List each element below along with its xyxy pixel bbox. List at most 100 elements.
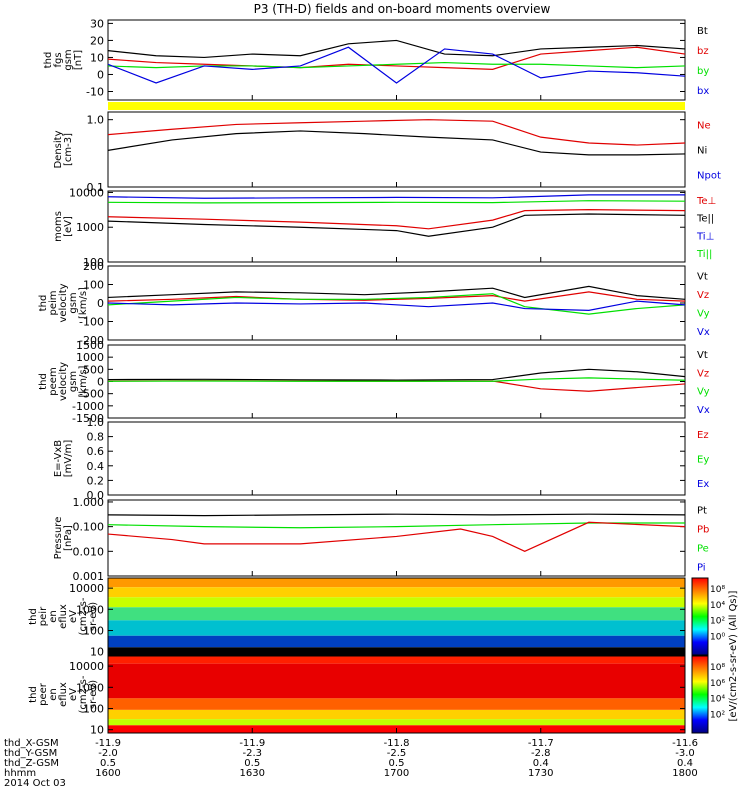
spectrogram-band xyxy=(108,635,685,648)
y-tick-label: 0.001 xyxy=(73,570,105,583)
x-tick-label: 0.4 xyxy=(533,758,549,769)
y-tick-label: 10000 xyxy=(69,660,104,673)
x-tick-label: -2.5 xyxy=(387,748,407,759)
x-tick-label: 1800 xyxy=(672,768,697,779)
series-line-vy xyxy=(107,377,686,382)
spectrogram-band xyxy=(108,578,685,588)
colorbar-tick-label: 10² xyxy=(710,617,725,627)
legend-entry: by xyxy=(697,66,709,77)
series-line-ne xyxy=(107,119,686,146)
legend-entry: Vt xyxy=(697,350,708,361)
figure-title: P3 (TH-D) fields and on-board moments ov… xyxy=(254,2,551,16)
x-row-label: thd_Z-GSM xyxy=(4,758,59,769)
panel-2: 1.0 0.1 Density [cm-3] Ne Ni Npot xyxy=(53,111,721,194)
y-axis-label: fgs xyxy=(53,52,64,67)
x-row-label: thd_X-GSM xyxy=(4,738,59,749)
legend-entry: Ex xyxy=(697,479,709,490)
spectrogram-band xyxy=(108,656,685,664)
series-line-pt xyxy=(107,513,686,517)
y-axis-label: eV xyxy=(68,610,79,623)
y-axis-label: peem xyxy=(48,367,59,395)
y-tick-label: 1.0 xyxy=(87,114,105,127)
y-tick-label: 1000 xyxy=(76,351,104,364)
panel-1: 30 20 10 0 -10 thd fgs gsm [nT] Bt bz by bx xyxy=(43,17,709,101)
x-tick-label: 0.5 xyxy=(244,758,260,769)
y-tick-label: -1000 xyxy=(72,400,104,413)
legend-entry: Te|| xyxy=(696,214,714,225)
legend-entry: Vx xyxy=(697,327,710,338)
x-row-label: 2014 Oct 03 xyxy=(4,778,66,789)
y-axis-label: thd xyxy=(28,608,39,625)
series-line-vx xyxy=(107,300,686,312)
y-axis-label: sr-eV) xyxy=(88,680,99,709)
legend-entry: Vz xyxy=(697,368,709,379)
spectrogram-band xyxy=(108,709,685,720)
x-tick-label: 1600 xyxy=(95,768,120,779)
x-row-label: hhmm xyxy=(4,768,36,779)
colorbar-tick-label: 10⁶ xyxy=(710,679,725,689)
x-row-label: thd_Y-GSM xyxy=(4,748,57,759)
colorbar-tick-label: 10⁴ xyxy=(710,695,725,705)
y-tick-label: 0.1 xyxy=(87,181,105,194)
spectrogram-band xyxy=(108,607,685,621)
panel-7: 1.000 0.100 0.010 0.001 Pressure [nPa] Pt Pb Pe P… xyxy=(53,496,709,583)
y-axis-label: eflux xyxy=(58,682,69,707)
series-line-vt xyxy=(107,285,686,300)
colorbar-tick-label: 10⁸ xyxy=(710,585,725,595)
y-tick-label: 100 xyxy=(83,703,104,716)
y-tick-label: 1000 xyxy=(76,221,104,234)
y-tick-label: 0.6 xyxy=(87,445,105,458)
series-line-bz xyxy=(107,46,686,70)
y-axis-label: (cm2-s- xyxy=(78,675,89,713)
y-tick-label: 1000 xyxy=(76,681,104,694)
series-line-pb xyxy=(107,521,686,552)
x-tick-label: 1630 xyxy=(240,768,265,779)
y-axis-label: Density xyxy=(53,130,64,168)
legend-entry: Bt xyxy=(697,26,708,37)
panel-6: 1.0 0.80.6 0.40.2 0.0 E=-VxB [mV/m] Ez Ey Ex xyxy=(53,416,709,502)
legend-entry: Pe xyxy=(697,544,709,555)
y-axis-label: velocity xyxy=(58,283,69,322)
y-tick-label: 0.2 xyxy=(87,474,105,487)
y-tick-label: 1000 xyxy=(76,603,104,616)
y-axis-label: eflux xyxy=(58,604,69,629)
y-tick-label: 10000 xyxy=(69,582,104,595)
y-axis-label: [cm-3] xyxy=(63,133,74,166)
panel-frame xyxy=(107,499,686,577)
colorbar-group: 10⁸ 10⁴ 10² 10⁰ 10⁸ 10⁶ 10⁴ 10² [eV/(cm2-s-sr-eV… xyxy=(691,577,739,734)
y-axis-label: [eV] xyxy=(63,216,74,237)
legend-entry: Ni xyxy=(697,146,707,157)
panel-frame xyxy=(107,19,686,101)
y-axis-label: Pressure xyxy=(53,517,64,560)
panel-4: 200 100 0 -100 -200 thd peim velocity gsm [km/s] V… xyxy=(38,260,710,347)
y-tick-label: 200 xyxy=(83,260,104,273)
x-tick-label: -2.0 xyxy=(98,748,118,759)
y-tick-label: 0.010 xyxy=(73,545,105,558)
spectrogram-band xyxy=(108,719,685,726)
y-axis-label: (cm2-s- xyxy=(78,597,89,635)
y-tick-label: 1500 xyxy=(76,339,104,352)
legend-entry: Vy xyxy=(697,308,710,319)
panel-8: 10000 1000 100 10 thd peir en eflux eV (cm2-s-sr-… xyxy=(28,577,686,659)
series-line-te⊥ xyxy=(107,209,686,230)
spectrogram-band xyxy=(108,698,685,710)
y-axis-label: [nT] xyxy=(73,50,84,70)
y-axis-label: thd xyxy=(43,52,54,69)
series-line-ni xyxy=(107,130,686,156)
series-line-te|| xyxy=(107,213,686,237)
colorbar-tick-label: 10⁴ xyxy=(710,601,725,611)
x-tick-label: 0.5 xyxy=(389,758,405,769)
panel-3: 10000 1000 100 moms [eV] Te⊥ Te|| Ti⊥ Ti|| xyxy=(53,186,716,269)
y-tick-label: 500 xyxy=(83,363,104,376)
legend-entry: bz xyxy=(697,46,709,57)
legend-entry: Ti|| xyxy=(696,249,712,260)
panel-frame xyxy=(107,421,686,496)
legend-entry: Ey xyxy=(697,455,709,466)
y-axis-label: [km/s] xyxy=(78,365,89,397)
x-tick-label: -11.7 xyxy=(528,738,554,749)
legend-entry: bx xyxy=(697,86,709,97)
y-tick-label: 10000 xyxy=(69,186,104,199)
legend-entry: Pt xyxy=(697,506,707,517)
y-axis-label: sr-eV) xyxy=(88,602,99,631)
spectrogram-band xyxy=(108,597,685,608)
